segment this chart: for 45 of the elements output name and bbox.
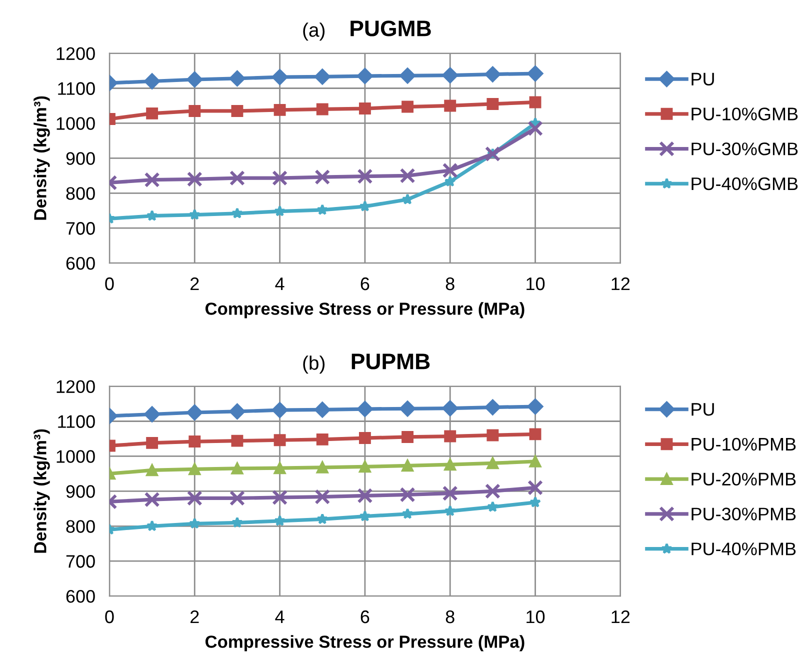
chart-subtitle: (b) [303, 356, 325, 374]
y-tick-label: 600 [66, 590, 95, 603]
y-tick-label: 600 [66, 257, 95, 270]
legend-label: PU-10%GMB [692, 108, 798, 120]
y-tick-label: 1000 [56, 450, 95, 463]
y-tick-label: 800 [66, 187, 95, 200]
chart-title: PUPMB [352, 354, 430, 370]
x-tick-label: 8 [446, 277, 454, 290]
x-tick-label: 6 [360, 277, 370, 290]
x-tick-label: 10 [526, 610, 545, 624]
y-axis-title: Density (kg/m³) [34, 96, 50, 220]
y-tick-label: 900 [66, 152, 95, 165]
legend-label: PU-30%PMB [692, 508, 796, 520]
legend-label: PU-40%GMB [692, 177, 798, 190]
y-tick-label: 800 [66, 520, 95, 533]
x-tick-label: 0 [105, 610, 114, 624]
x-tick-label: 10 [526, 277, 545, 290]
x-tick-label: 4 [275, 610, 284, 624]
y-tick-label: 900 [66, 485, 95, 498]
x-tick-label: 2 [190, 610, 199, 624]
y-tick-label: 1100 [58, 415, 95, 428]
x-tick-label: 8 [446, 610, 454, 624]
y-tick-label: 700 [66, 555, 95, 568]
legend-label: PU-40%PMB [692, 542, 796, 556]
y-axis-title: Density (kg/m³) [34, 429, 50, 553]
x-axis-title: Compressive Stress or Pressure (MPa) [205, 635, 524, 652]
y-tick-label: 1200 [56, 380, 95, 393]
x-tick-label: 12 [612, 277, 630, 290]
x-axis-title: Compressive Stress or Pressure (MPa) [205, 302, 524, 318]
chart-subtitle: (a) [303, 22, 325, 41]
x-tick-label: 4 [275, 278, 284, 290]
legend-label: PU-20%PMB [692, 472, 796, 486]
y-tick-label: 1100 [58, 82, 95, 95]
x-tick-label: 6 [360, 610, 370, 624]
legend-label: PU [692, 403, 714, 416]
chart-title: PUGMB [350, 20, 431, 36]
x-tick-label: 0 [105, 277, 114, 290]
x-tick-label: 12 [612, 610, 630, 624]
y-tick-label: 1200 [56, 47, 95, 60]
legend-label: PU-10%PMB [692, 438, 796, 451]
legend-label: PU-30%GMB [692, 142, 798, 156]
y-tick-label: 1000 [56, 117, 95, 130]
legend-label: PU [692, 72, 714, 86]
x-tick-label: 2 [190, 277, 199, 290]
y-tick-label: 700 [66, 222, 95, 235]
